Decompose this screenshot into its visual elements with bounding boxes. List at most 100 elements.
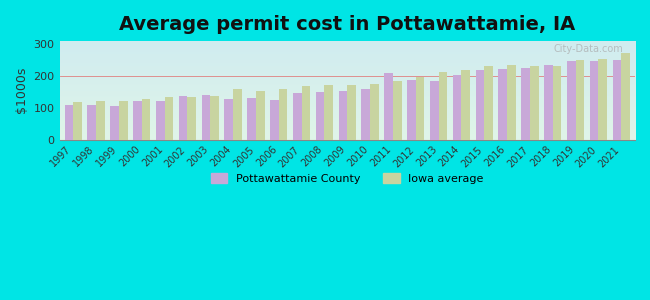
Bar [293,94,302,140]
Bar [96,101,105,140]
Bar [339,91,347,140]
Bar [453,75,461,140]
Bar [133,101,142,140]
Bar [599,58,607,140]
Bar [156,101,164,140]
Bar [133,101,142,140]
Bar [384,74,393,140]
Bar [316,92,324,140]
Bar [576,59,584,140]
Bar [179,96,187,140]
Bar [142,99,150,140]
Bar [370,84,379,140]
Bar [576,59,584,140]
Bar [499,69,507,140]
Bar [224,99,233,140]
Bar [590,61,599,140]
Bar [484,66,493,140]
Bar [324,85,333,140]
Title: Average permit cost in Pottawattamie, IA: Average permit cost in Pottawattamie, IA [119,15,575,34]
Bar [430,81,439,140]
Bar [256,91,265,140]
Bar [361,89,370,140]
Bar [302,86,310,140]
Bar [552,66,562,140]
Bar [73,102,82,140]
Bar [393,81,402,140]
Bar [393,81,402,140]
Bar [530,66,539,140]
Bar [439,72,447,140]
Bar [224,99,233,140]
Bar [210,96,219,140]
Bar [119,101,127,140]
Bar [119,101,127,140]
Bar [302,86,310,140]
Bar [202,95,210,140]
Bar [324,85,333,140]
Bar [87,105,96,140]
Bar [164,97,174,140]
Bar [621,53,630,140]
Bar [484,66,493,140]
Bar [370,84,379,140]
Bar [64,105,73,140]
Bar [179,96,187,140]
Bar [407,80,416,140]
Bar [544,65,552,140]
Bar [202,95,210,140]
Bar [233,89,242,140]
Bar [156,101,164,140]
Bar [544,65,552,140]
Bar [347,85,356,140]
Bar [111,106,119,140]
Bar [64,105,73,140]
Bar [256,91,265,140]
Bar [612,59,621,140]
Bar [530,66,539,140]
Bar [430,81,439,140]
Bar [462,70,470,140]
Y-axis label: $1000s: $1000s [15,67,28,113]
Bar [339,91,347,140]
Bar [439,72,447,140]
Bar [507,65,516,140]
Bar [552,66,562,140]
Bar [270,100,279,140]
Bar [73,102,82,140]
Bar [187,97,196,140]
Bar [507,65,516,140]
Bar [279,89,287,140]
Bar [270,100,279,140]
Bar [279,89,287,140]
Bar [87,105,96,140]
Bar [293,94,302,140]
Bar [590,61,599,140]
Bar [599,58,607,140]
Bar [142,99,150,140]
Bar [521,68,530,140]
Bar [247,98,256,140]
Legend: Pottawattamie County, Iowa average: Pottawattamie County, Iowa average [206,168,488,188]
Bar [96,101,105,140]
Bar [233,89,242,140]
Bar [347,85,356,140]
Bar [499,69,507,140]
Bar [210,96,219,140]
Bar [416,77,424,140]
Bar [384,74,393,140]
Bar [462,70,470,140]
Bar [407,80,416,140]
Bar [111,106,119,140]
Bar [416,77,424,140]
Bar [476,70,484,140]
Bar [567,61,576,140]
Bar [453,75,461,140]
Bar [567,61,576,140]
Bar [476,70,484,140]
Bar [361,89,370,140]
Bar [316,92,324,140]
Bar [612,59,621,140]
Bar [621,53,630,140]
Bar [247,98,256,140]
